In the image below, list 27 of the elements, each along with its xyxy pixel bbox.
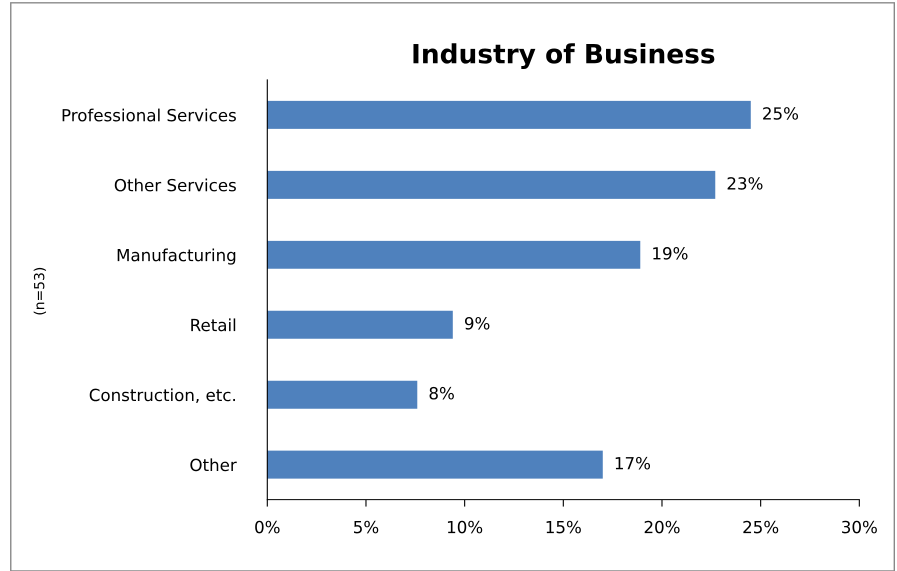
- bar: [267, 240, 640, 269]
- chart-title: Industry of Business: [413, 43, 714, 69]
- data-label: 25%: [763, 107, 798, 120]
- x-tick-label: 20%: [644, 520, 680, 534]
- x-tick-label: 25%: [743, 520, 778, 534]
- data-label: 9%: [464, 316, 490, 330]
- x-tick-label: 5%: [354, 520, 378, 534]
- data-label: 23%: [728, 177, 763, 190]
- y-axis-title: (n=53): [34, 268, 46, 314]
- y-tick-label: Professional Services: [62, 108, 236, 122]
- x-tick-label: 10%: [448, 520, 482, 534]
- data-label: 17%: [616, 456, 650, 470]
- y-tick-label: Retail: [191, 318, 236, 332]
- x-tick-label: 30%: [842, 520, 877, 534]
- y-tick-label: Manufacturing: [118, 248, 236, 265]
- y-tick-label: Other: [190, 458, 237, 472]
- y-tick-label: Other Services: [114, 178, 236, 192]
- bar: [267, 100, 751, 129]
- data-label: 19%: [653, 247, 688, 260]
- bar: [267, 170, 716, 199]
- x-tick-label: 15%: [546, 520, 581, 534]
- data-label: 8%: [430, 386, 454, 400]
- x-tick-label: 0%: [255, 520, 280, 534]
- bar: [267, 450, 603, 479]
- y-tick-label: Construction, etc.: [90, 388, 235, 403]
- bar: [267, 380, 418, 409]
- bar: [267, 310, 453, 339]
